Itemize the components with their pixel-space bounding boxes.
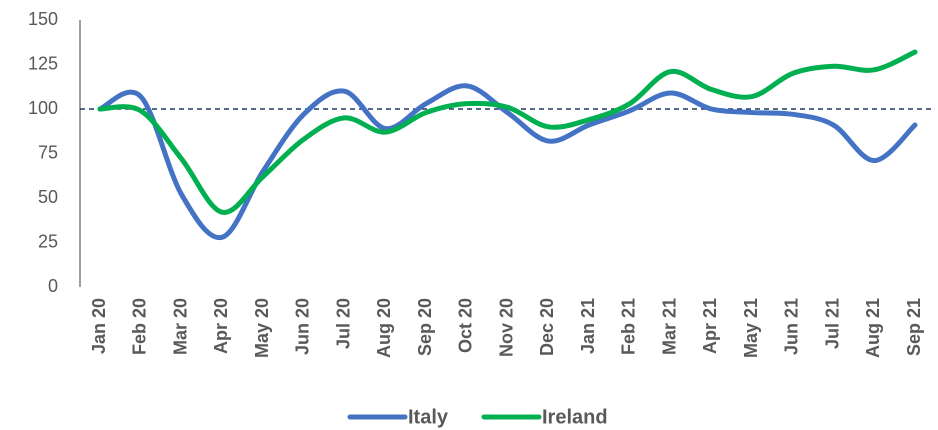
x-tick-label: Sep 21	[904, 298, 924, 356]
x-tick-label: Aug 21	[863, 298, 883, 358]
x-tick-label: Apr 20	[211, 298, 231, 354]
y-tick-label: 150	[28, 9, 58, 29]
x-tick-label: Sep 20	[415, 298, 435, 356]
y-tick-label: 25	[38, 231, 58, 251]
x-tick-label: May 20	[252, 298, 272, 358]
x-tick-label: Feb 20	[130, 298, 150, 355]
y-tick-label: 125	[28, 53, 58, 73]
x-tick-label: Jan 21	[578, 298, 598, 354]
x-tick-label: Feb 21	[619, 298, 639, 355]
x-tick-label: Nov 20	[496, 298, 516, 357]
y-tick-label: 50	[38, 187, 58, 207]
y-tick-label: 100	[28, 98, 58, 118]
legend-text: Italy	[408, 406, 449, 428]
x-tick-label: Oct 20	[456, 298, 476, 353]
x-tick-label: Apr 21	[700, 298, 720, 354]
x-tick-label: Aug 20	[374, 298, 394, 358]
x-tick-label: Jan 20	[89, 298, 109, 354]
x-tick-label: May 21	[741, 298, 761, 358]
x-tick-label: Mar 21	[659, 298, 679, 355]
x-tick-label: Mar 20	[170, 298, 190, 355]
series-line	[97, 49, 918, 215]
x-tick-label: Jun 20	[293, 298, 313, 355]
y-tick-label: 75	[38, 142, 58, 162]
y-tick-label: 0	[48, 276, 58, 296]
x-tick-label: Jun 21	[782, 298, 802, 355]
legend-text: Ireland	[542, 406, 608, 428]
legend-item: Italy	[347, 406, 449, 428]
x-tick-label: Jul 21	[822, 298, 842, 349]
x-tick-label: Jul 20	[333, 298, 353, 349]
x-tick-label: Dec 20	[537, 298, 557, 356]
legend-item: Ireland	[481, 406, 608, 428]
